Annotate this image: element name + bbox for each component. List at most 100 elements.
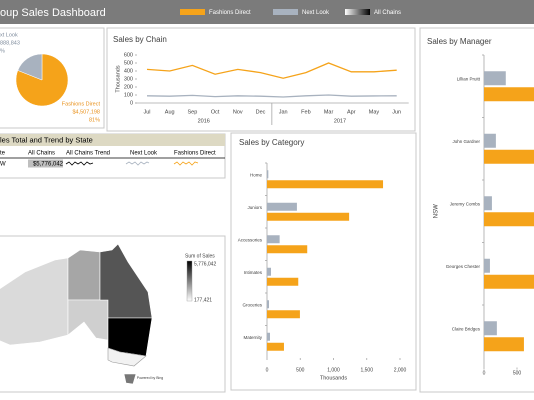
table-title-band (0, 134, 225, 146)
x-tick-label: Aug (165, 109, 175, 115)
bar (484, 258, 490, 273)
bar (267, 342, 284, 351)
category-label: Groceries (242, 302, 262, 307)
x-tick-label: 0 (266, 367, 269, 373)
x-tick-label: Nov (233, 109, 243, 115)
bar (484, 196, 492, 211)
pie-label: xt Look (0, 32, 18, 38)
table-header: Fashions Direct (174, 151, 216, 157)
pie-percent: % (0, 48, 5, 54)
bar (267, 277, 299, 286)
line-panel (106, 27, 416, 132)
dashboard-title: oup Sales Dashboard (0, 7, 106, 19)
chart-title: Sales by Category (239, 138, 304, 147)
category-label: Accessories (238, 237, 263, 242)
category-label: Lillian Pruitt (457, 76, 481, 81)
x-tick-label: Dec (256, 109, 266, 115)
y-tick-label: 0 (130, 100, 133, 106)
bar (267, 300, 269, 309)
bar (267, 245, 308, 254)
legend-label: All Chains (374, 10, 401, 16)
legend-swatch (345, 9, 370, 15)
bar (484, 71, 506, 86)
map-credit: Powered by Bing (137, 376, 164, 380)
x-axis-label: Thousands (320, 375, 347, 381)
legend-label: Fashions Direct (209, 10, 251, 16)
data-bar (28, 159, 63, 168)
map-legend-max: 5,776,042 (194, 261, 216, 267)
y-tick-label: 400 (124, 68, 133, 74)
x-tick-label: 500 (296, 367, 305, 373)
x-tick-label: Apr (347, 109, 356, 115)
bar (267, 267, 271, 276)
x-tick-label: 500 (513, 370, 522, 376)
table-cell: W (0, 162, 6, 168)
table-header: All Chains Trend (66, 151, 110, 157)
bar (267, 180, 384, 189)
pie-label: Fashions Direct (62, 101, 101, 107)
bar (484, 321, 497, 336)
sparkline (173, 161, 199, 166)
x-tick-label: Mar (324, 109, 334, 115)
sparkline (125, 161, 150, 166)
category-label: Georges Chester (446, 264, 481, 269)
bar (267, 170, 269, 179)
bar (484, 212, 534, 227)
region (67, 249, 101, 301)
region (123, 373, 137, 385)
x-tick-label: 1,000 (327, 367, 340, 373)
pie-amount: $4,507,198 (72, 109, 100, 115)
category-label: Juniors (247, 205, 262, 210)
x-group-label: 2016 (198, 118, 210, 124)
y-axis-label: NSW (434, 204, 440, 218)
pie-amount: 888,843 (0, 40, 20, 46)
bar (267, 332, 270, 341)
x-tick-label: Oct (211, 109, 220, 115)
category-label: Home (250, 172, 263, 177)
x-tick-label: 2,000 (394, 367, 407, 373)
table-header: te (0, 151, 6, 157)
bar (484, 149, 534, 164)
x-tick-label: 0 (483, 370, 486, 376)
table-header: Next Look (130, 151, 158, 157)
y-tick-label: 600 (124, 52, 133, 58)
pie-slice (17, 53, 43, 81)
x-tick-label: 1,500 (360, 367, 373, 373)
table-header: All Chains (28, 151, 55, 157)
x-tick-label: Sep (188, 109, 198, 115)
line-series (146, 94, 397, 98)
y-tick-label: 100 (124, 92, 133, 98)
pie-percent: 81% (89, 117, 100, 123)
bar (484, 133, 496, 148)
category-panel (230, 132, 417, 391)
legend-label: Next Look (302, 10, 330, 16)
chart-title: Sales by Manager (427, 37, 492, 46)
bar (267, 202, 297, 211)
chart-title: Sales by Chain (113, 35, 167, 44)
map (0, 243, 153, 385)
y-tick-label: 300 (124, 76, 133, 82)
y-axis-label: Thousands (115, 65, 121, 92)
map-legend-scale (186, 260, 193, 302)
line-series (146, 62, 397, 79)
category-label: Jeremy Combs (450, 201, 481, 206)
x-tick-label: Jul (143, 109, 150, 115)
x-tick-label: Jun (392, 109, 401, 115)
bar (267, 310, 300, 319)
x-tick-label: May (369, 109, 380, 115)
x-tick-label: Jan (279, 109, 288, 115)
bar (484, 87, 534, 102)
category-label: Claire Bridges (452, 326, 481, 331)
y-tick-label: 200 (124, 84, 133, 90)
region (107, 347, 147, 367)
bar (484, 337, 524, 352)
sparkline (65, 161, 94, 166)
table-cell: $5,776,042 (33, 162, 64, 168)
header-legend: Fashions Direct Next Look All Chains (180, 9, 401, 16)
category-label: John Gardner (452, 139, 480, 144)
map-legend-title: Sum of Sales (185, 253, 215, 259)
x-group-label: 2017 (334, 118, 346, 124)
category-label: Intimates (244, 270, 263, 275)
